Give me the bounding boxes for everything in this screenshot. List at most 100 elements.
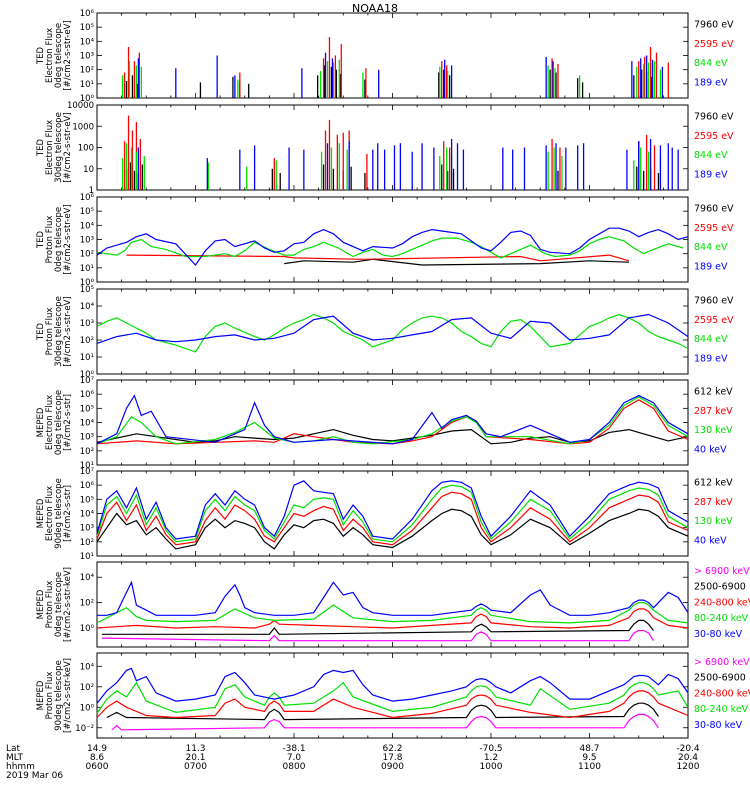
footer-hhmm-value: 1200 <box>677 762 700 772</box>
y-tick-label: 10¹ <box>80 80 94 90</box>
y-tick-label: 10² <box>80 250 94 260</box>
series-1 <box>101 619 654 635</box>
legend-entry: 2595 eV <box>694 39 734 50</box>
y-axis-label: TEDElectron Flux30deg telescope[#/cm2-s-… <box>36 112 73 183</box>
data-line <box>96 313 689 344</box>
footer-mlt-value: 17.8 <box>382 753 402 763</box>
panel-frame <box>96 288 689 375</box>
legend-entry: 7960 eV <box>694 111 734 122</box>
y-tick-label: 10⁶ <box>80 9 95 19</box>
data-line <box>96 236 684 259</box>
y-tick-label: 1 <box>89 186 94 196</box>
panel-6: 10¹ 10² 10³ 10⁴ 10⁵ 10⁶ 10⁷ MEPEDElectron Flux9… <box>36 467 733 562</box>
y-axis-label: MEPEDProton Flux0deg telescope[#/cm2-s-s… <box>36 567 73 642</box>
data-line <box>126 254 630 262</box>
y-tick-label: 10⁰ <box>80 278 95 288</box>
y-tick-label: 10⁷ <box>80 376 95 386</box>
series-3 <box>96 681 689 714</box>
series-1 <box>126 254 630 262</box>
legend-entry: 2500-6900 <box>694 673 746 684</box>
legend-entry: 189 eV <box>694 77 728 88</box>
y-tick-label: 10⁰ <box>80 703 95 713</box>
series-2 <box>96 690 689 719</box>
footer-mlt-value: 1.2 <box>484 753 498 763</box>
footer-hhmm-value: 1000 <box>480 762 503 772</box>
series-1 <box>123 37 669 98</box>
y-tick-label: 10⁰ <box>80 370 95 380</box>
data-line <box>96 480 689 540</box>
series-3 <box>96 394 689 445</box>
legend-entry: 7960 eV <box>694 19 734 30</box>
footer-mlt-value: 9.5 <box>582 753 596 763</box>
y-tick-label: 10⁷ <box>80 467 95 477</box>
y-tick-label: 10² <box>80 336 94 346</box>
legend-entry: > 6900 keV <box>694 657 750 668</box>
y-tick-label: 10¹ <box>80 264 94 274</box>
footer-mlt-value: 7.0 <box>287 753 302 763</box>
series-2 <box>121 59 662 98</box>
series-3 <box>96 602 689 624</box>
series-1 <box>106 702 659 721</box>
data-line <box>97 580 689 616</box>
data-line <box>96 428 689 445</box>
footer-lat-value: 48.7 <box>579 744 599 754</box>
footer-hhmm-value: 0800 <box>283 762 306 772</box>
legend-entry: 287 keV <box>694 497 733 508</box>
footer-lat-value: 62.2 <box>382 744 402 754</box>
footer-hhmm-value: 1100 <box>578 762 601 772</box>
data-line <box>96 227 689 266</box>
series-4 <box>97 580 689 616</box>
footer-mlt-value: 8.6 <box>90 753 105 763</box>
y-axis-label: MEPEDElectron Flux0deg telescope[#/cm2-s… <box>36 390 73 455</box>
series-1 <box>96 399 689 445</box>
y-tick-label: 1000 <box>72 122 94 132</box>
data-line <box>96 508 689 550</box>
data-line <box>101 629 655 642</box>
data-line <box>96 484 689 543</box>
data-line <box>96 313 689 353</box>
series-0 <box>96 428 689 445</box>
data-line <box>96 602 689 624</box>
y-tick-label: 10⁴ <box>80 419 95 429</box>
series-2 <box>96 608 689 629</box>
y-axis-label: MEPEDElectron Flux90deg telescope[#/cm2-… <box>36 478 73 549</box>
series-1 <box>123 115 656 190</box>
panel-4: 10⁰ 10¹ 10² 10³ 10⁴ 10⁵ TEDProton Flux30deg te… <box>36 285 734 380</box>
legend-entry: 189 eV <box>694 261 728 272</box>
y-tick-label: 10² <box>80 538 94 548</box>
legend-entry: 189 eV <box>694 353 728 364</box>
series-0 <box>96 313 689 353</box>
y-tick-label: 10² <box>80 599 94 609</box>
legend-entry: 287 keV <box>694 406 733 417</box>
legend-entry: 130 keV <box>694 516 733 527</box>
panel-frame <box>96 12 689 99</box>
y-tick-label: 10³ <box>80 52 94 62</box>
y-tick-label: 10⁵ <box>80 207 94 217</box>
series-3 <box>96 227 689 266</box>
legend-entry: 612 keV <box>694 386 733 397</box>
y-tick-label: 10⁴ <box>80 302 95 312</box>
y-tick-label: 10² <box>80 683 94 693</box>
series-2 <box>96 396 689 445</box>
footer-hhmm-value: 0600 <box>86 762 109 772</box>
footer-lat-value: -70.5 <box>479 744 502 754</box>
y-tick-label: 10⁴ <box>80 662 95 672</box>
series-0 <box>111 713 659 731</box>
legend-entry: 844 eV <box>694 58 728 69</box>
legend-entry: 40 keV <box>694 444 727 455</box>
legend-entry: 2595 eV <box>694 223 734 234</box>
y-tick-label: 10⁻² <box>75 724 94 734</box>
data-line <box>96 667 689 704</box>
legend-entry: 7960 eV <box>694 203 734 214</box>
footer-row-label: 2019 Mar 06 <box>6 771 63 781</box>
y-tick-label: 10⁶ <box>80 481 95 491</box>
chart-title: NOAA18 <box>351 2 399 15</box>
y-tick-label: 10² <box>80 66 94 76</box>
footer-lat-value: 11.3 <box>185 744 205 754</box>
y-tick-label: 10000 <box>67 101 94 111</box>
panel-3: 10⁰ 10¹ 10² 10³ 10⁴ 10⁵ 10⁶ TEDProton Flux0deg … <box>36 193 734 288</box>
footer-hhmm-value: 0900 <box>381 762 404 772</box>
legend-entry: 189 eV <box>694 169 728 180</box>
